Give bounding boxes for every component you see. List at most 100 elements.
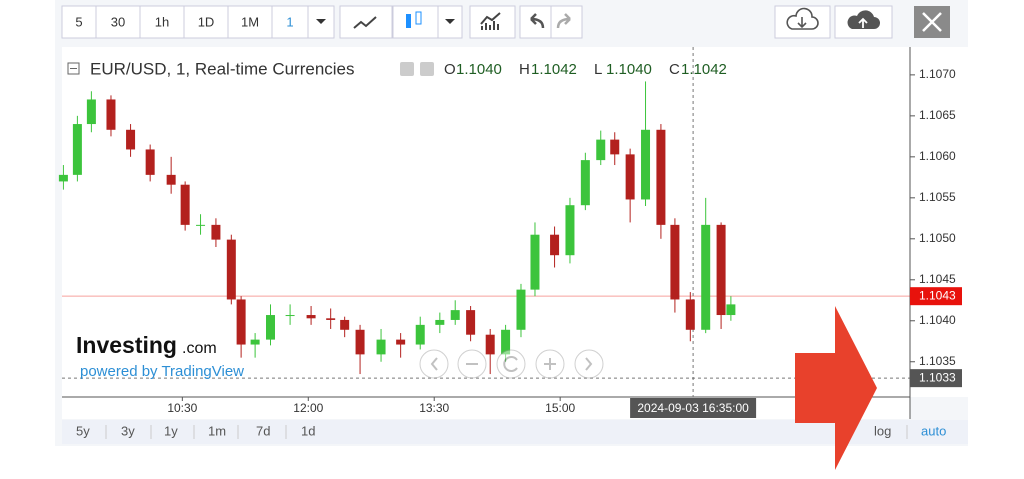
x-tick-label: 10:30	[167, 401, 197, 415]
interval-label: 5	[75, 14, 82, 29]
range-button[interactable]: 1y	[164, 423, 178, 438]
range-bar	[62, 420, 968, 444]
candle-body	[306, 315, 316, 319]
legend: EUR/USD, 1, Real-time Currencies O 1.1040…	[67, 59, 727, 78]
toolbar: 5 30 1h 1D 1M 1	[61, 5, 950, 39]
candle-body	[250, 339, 260, 345]
candle-icon	[415, 11, 422, 25]
candle-body	[596, 139, 606, 161]
zoom-in[interactable]	[535, 349, 565, 379]
candle-body	[726, 304, 736, 316]
x-tick-label: 13:30	[419, 401, 449, 415]
candle-body	[72, 124, 82, 175]
candle-body	[415, 324, 425, 345]
y-tick-label: 1.1050	[919, 231, 956, 245]
price-axis	[910, 47, 968, 397]
candle-body	[376, 339, 386, 355]
range-button[interactable]: 1d	[301, 423, 315, 438]
scale-button[interactable]: log	[874, 423, 891, 438]
candle-body	[86, 99, 96, 125]
ohlc-key: O	[444, 61, 456, 78]
interval-label: 1	[286, 14, 293, 29]
candle-body	[466, 310, 476, 335]
upload-arrow	[858, 17, 868, 28]
indicators-button[interactable]	[469, 5, 516, 39]
ohlc-value: 1.1042	[531, 61, 577, 78]
settings-icon[interactable]	[420, 62, 434, 76]
candle-body	[625, 154, 635, 200]
y-tick-label: 1.1055	[919, 190, 956, 204]
price-label: 1.1033	[919, 370, 956, 384]
candle-body	[701, 224, 711, 330]
redo-icon	[556, 13, 571, 29]
nav-icon	[544, 358, 556, 370]
interval-button[interactable]	[183, 5, 229, 39]
interval-label: 1h	[155, 14, 169, 29]
candle-body	[226, 239, 236, 300]
ohlc-key: C	[669, 61, 680, 78]
scroll-right[interactable]	[574, 349, 604, 379]
candle-body	[211, 224, 221, 240]
candle-body	[58, 174, 68, 182]
interval-label: 1D	[198, 14, 215, 29]
y-tick-label: 1.1045	[919, 272, 956, 286]
interval-button[interactable]	[271, 5, 309, 39]
ohlc-value: 1.1040	[606, 61, 652, 78]
crosshair-label-box	[630, 398, 757, 418]
candle-body	[396, 339, 406, 345]
scroll-left[interactable]	[419, 349, 449, 379]
candle-body	[126, 129, 136, 150]
visibility-icon[interactable]	[400, 62, 414, 76]
indicators-icon	[480, 12, 501, 30]
candle-body	[580, 160, 590, 206]
interval-button[interactable]	[227, 5, 273, 39]
candle-body	[610, 139, 620, 155]
nav-icon	[585, 357, 593, 371]
candle-body	[685, 299, 695, 330]
candle-body	[501, 329, 511, 355]
y-tick-label: 1.1060	[919, 149, 956, 163]
range-button[interactable]: 3y	[121, 423, 135, 438]
scale-button[interactable]: auto	[921, 423, 946, 438]
candle-body	[565, 205, 575, 256]
candle-body	[326, 318, 336, 320]
candle-icon	[406, 14, 411, 28]
watermark-domain: .com	[182, 340, 217, 357]
nav-icon	[430, 357, 438, 371]
candle-body	[106, 99, 116, 130]
y-tick-label: 1.1040	[919, 313, 956, 327]
symbol-title: EUR/USD, 1, Real-time Currencies	[90, 59, 355, 78]
line-icon	[353, 16, 377, 29]
price-label-box	[910, 287, 962, 306]
interval-label: 30	[111, 14, 125, 29]
candle-body	[550, 234, 560, 256]
candle-body	[670, 224, 680, 300]
candle-body	[266, 315, 276, 340]
dropdown-icon	[316, 19, 326, 24]
range-button[interactable]: 5y	[76, 423, 90, 438]
range-button[interactable]: 7d	[256, 423, 270, 438]
ohlc-value: 1.1042	[681, 61, 727, 78]
y-tick-label: 1.1070	[919, 67, 956, 81]
ohlc-key: L	[594, 61, 602, 78]
reset-zoom[interactable]	[496, 349, 526, 379]
candle-body	[435, 319, 445, 325]
interval-button[interactable]	[61, 5, 97, 39]
candle-body	[516, 289, 526, 330]
interval-button[interactable]	[139, 5, 185, 39]
zoom-out[interactable]	[457, 349, 487, 379]
price-label-box	[910, 369, 962, 388]
range-button[interactable]: 1m	[208, 423, 226, 438]
watermark-credit: powered by TradingView	[80, 363, 244, 380]
crosshair-label: 2024-09-03 16:35:00	[637, 401, 749, 415]
candle-body	[145, 149, 155, 175]
interval-label: 1M	[241, 14, 259, 29]
watermark: Investing .com powered by TradingView	[76, 332, 244, 380]
ohlc-value: 1.1040	[456, 61, 502, 78]
plot	[58, 47, 915, 401]
chart-style-button[interactable]	[339, 5, 393, 39]
close-icon	[922, 12, 942, 32]
candle-body	[196, 224, 206, 226]
interval-button[interactable]	[95, 5, 141, 39]
